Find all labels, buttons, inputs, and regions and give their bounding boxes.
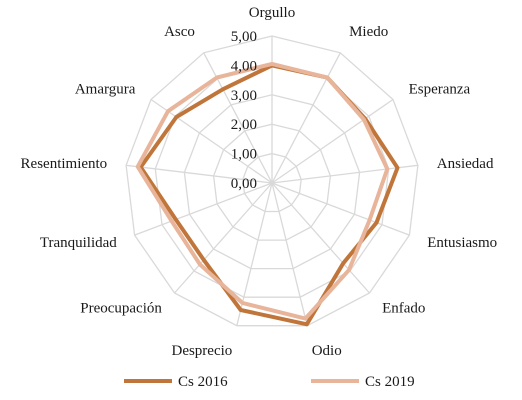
category-label: Miedo [349,24,388,40]
category-label: Resentimiento [21,156,108,172]
grid-ring [183,94,361,270]
grid-spoke [150,98,273,184]
grid-spoke [271,182,370,294]
tick-label: 3,00 [231,88,257,104]
radar-grid [125,35,419,327]
category-label: Amargura [75,82,136,98]
category-label: Asco [164,24,195,40]
legend-label-2: Cs 2019 [365,374,415,390]
category-label: Preocupación [80,300,162,316]
grid-spoke [271,164,418,184]
grid-spoke [203,52,273,184]
legend: Cs 2016 Cs 2019 [124,374,415,390]
series-line-1 [138,63,400,327]
category-label: Enfado [382,300,425,316]
tick-label: 5,00 [231,29,257,45]
series-line-2 [135,61,390,321]
grid-spoke [271,182,308,326]
category-label: Tranquilidad [40,235,117,251]
grid-spoke [271,98,394,184]
category-label: Ansiedad [437,156,494,172]
radar-series [135,61,400,327]
grid-spoke [134,182,273,236]
category-label: Desprecio [171,343,232,359]
category-label: Orgullo [249,5,295,21]
category-label: Entusiasmo [427,235,497,251]
tick-label: 2,00 [231,117,257,133]
category-labels: Orgullo Miedo Esperanza Ansiedad Entusiasmo E… [21,5,498,359]
radial-tick-labels: 0,00 1,00 2,00 3,00 4,00 5,00 [231,29,257,192]
category-label: Esperanza [409,82,471,98]
grid-spoke [271,52,341,184]
tick-label: 0,00 [231,176,257,192]
grid-spoke [271,182,410,236]
grid-ring [242,152,302,213]
tick-label: 4,00 [231,58,257,74]
grid-ring [125,35,419,327]
grid-spoke [174,182,273,294]
grid-spoke [126,164,273,184]
category-label: Odio [312,343,342,359]
grid-ring [212,123,332,241]
tick-label: 1,00 [231,147,257,163]
legend-label-1: Cs 2016 [178,374,228,390]
